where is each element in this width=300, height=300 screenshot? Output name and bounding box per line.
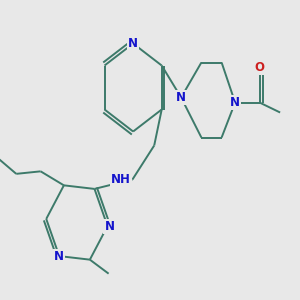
Text: N: N bbox=[230, 96, 240, 109]
Text: N: N bbox=[54, 250, 64, 262]
Text: NH: NH bbox=[111, 173, 130, 186]
Text: O: O bbox=[254, 61, 265, 74]
Text: N: N bbox=[128, 37, 138, 50]
Text: N: N bbox=[176, 91, 186, 104]
Text: N: N bbox=[104, 220, 114, 232]
